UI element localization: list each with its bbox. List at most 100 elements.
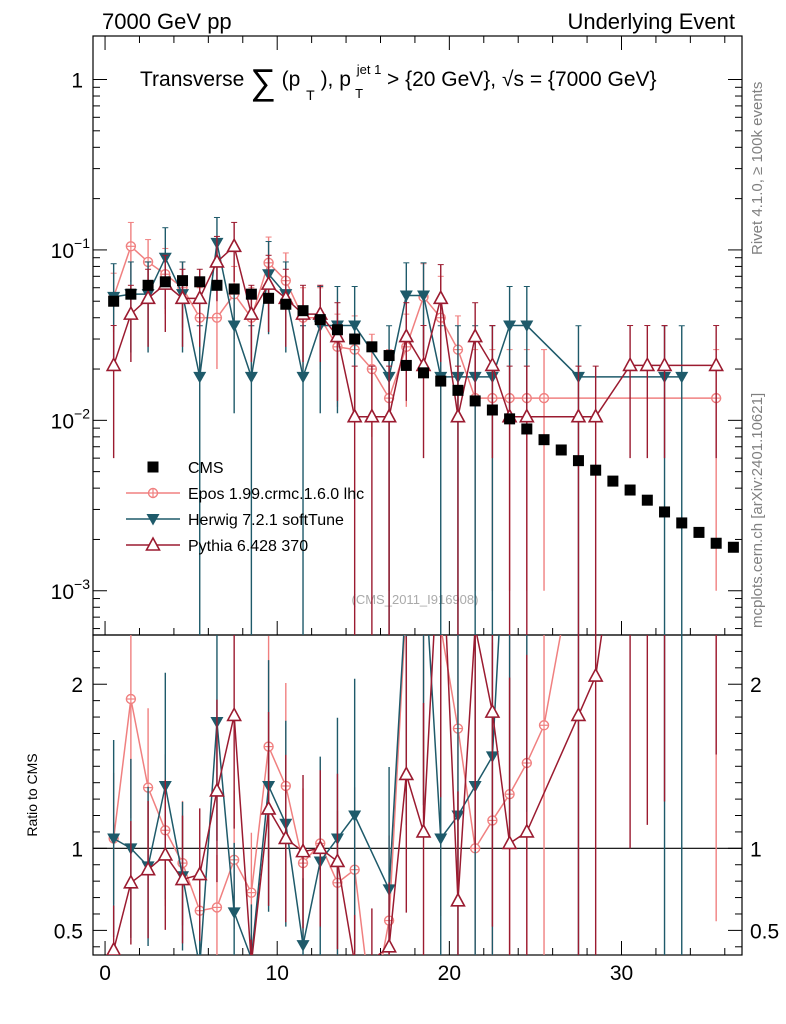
cms-point (400, 359, 412, 371)
pythia-point (467, 327, 484, 343)
herwig-point (296, 371, 310, 384)
pythia-line (112, 244, 717, 418)
pythia-point (708, 356, 725, 372)
pythia-point (364, 408, 380, 423)
herwig-point (193, 371, 207, 384)
legend-label-cms: CMS (188, 460, 224, 477)
cms-point (280, 298, 292, 310)
ratio-y-tick-label: 1 (71, 838, 83, 861)
cms-point (452, 384, 464, 396)
legend-marker-herwig (146, 514, 160, 526)
plot-title: Transverse ∑ (p T ), p jet 1 T > {20 GeV… (140, 56, 657, 105)
pythia-point (329, 327, 346, 343)
epos-ratio-line (112, 635, 562, 955)
cms-point (435, 375, 447, 387)
cms-point (349, 333, 361, 345)
x-tick-label: 0 (99, 962, 111, 985)
main-series-group (105, 216, 739, 635)
herwig-point (417, 290, 431, 303)
pythia-ratio-point (518, 823, 535, 838)
ratio-y-tick-label-right: 0.5 (750, 920, 779, 943)
pythia-ratio-point (381, 938, 397, 953)
pythia-ratio-series (106, 635, 717, 955)
pythia-point (622, 356, 638, 372)
main-y-tick-label: 10−2 (51, 405, 91, 433)
cms-point (211, 279, 223, 291)
pythia-ratio-line (112, 635, 603, 955)
cms-point (486, 404, 498, 416)
herwig-ratio-point (107, 833, 121, 845)
mcplots-label: mcplots.cern.ch [arXiv:2401.10621] (749, 393, 766, 628)
pythia-point (656, 356, 673, 372)
pythia-ratio-point (450, 892, 466, 907)
ratio-axis-label: Ratio to CMS (24, 753, 40, 836)
herwig-ratio-line (113, 635, 500, 955)
ratio-y-axis: 0.5 0.5 1 1 2 2 (54, 650, 779, 948)
cms-point (521, 423, 533, 435)
cms-point (366, 341, 378, 353)
cms-point (297, 305, 309, 317)
herwig-point (348, 320, 362, 333)
pythia-ratio-point (260, 800, 277, 815)
cms-point (194, 276, 206, 288)
legend-label-herwig: Herwig 7.2.1 softTune (188, 512, 344, 529)
herwig-ratio-point (348, 810, 362, 823)
cms-point (504, 413, 516, 425)
legend-marker-cms (147, 461, 159, 473)
cms-point (607, 475, 619, 487)
cms-point (177, 275, 189, 287)
header-energy: 7000 GeV pp (102, 9, 232, 34)
pythia-ratio-point (209, 782, 225, 797)
cms-point (245, 288, 257, 300)
cms-series (108, 275, 739, 553)
cms-point (710, 537, 722, 549)
pythia-point (570, 408, 587, 423)
main-y-axis: 1 10−1 10−2 10−3 (51, 70, 742, 630)
herwig-point (399, 290, 413, 303)
cms-point (418, 367, 430, 379)
cms-point (572, 455, 584, 467)
x-tick-label: 10 (266, 962, 289, 985)
cms-point (469, 395, 481, 407)
cms-point (125, 288, 137, 300)
pythia-point (346, 408, 363, 423)
ratio-plot-frame (92, 634, 743, 956)
pythia-ratio-point (484, 703, 501, 718)
cms-point (108, 295, 120, 307)
x-axis: 0 10 20 30 (99, 36, 726, 985)
legend-item-epos: Epos 1.99.crmc.1.6.0 lhc (126, 486, 364, 503)
pythia-point (639, 356, 656, 372)
pythia-point (587, 408, 604, 423)
ratio-y-tick-label: 0.5 (54, 920, 83, 943)
legend: CMS Epos 1.99.crmc.1.6.0 lhc Herwig 7.2.1 … (126, 460, 364, 555)
rivet-label: Rivet 4.1.0, ≥ 100k events (749, 82, 766, 255)
cms-point (641, 494, 653, 506)
pythia-point (450, 408, 466, 423)
main-y-tick-label: 10−1 (51, 235, 91, 263)
legend-item-herwig: Herwig 7.2.1 softTune (126, 512, 344, 529)
pythia-point (381, 408, 397, 423)
cms-point (624, 484, 636, 496)
ratio-y-tick-label: 2 (71, 674, 83, 697)
main-y-tick-label: 1 (71, 70, 83, 93)
cms-point (555, 444, 567, 456)
herwig-point (675, 371, 689, 384)
herwig-line (113, 242, 682, 380)
pythia-point (260, 275, 277, 290)
cms-point (331, 324, 343, 336)
pythia-point (174, 289, 191, 305)
pythia-point (105, 356, 122, 372)
x-tick-label: 30 (610, 962, 633, 985)
herwig-point (520, 320, 534, 333)
pythia-ratio-point (106, 941, 122, 955)
cms-point (538, 434, 550, 446)
cms-point (590, 464, 602, 476)
pythia-ratio-point (191, 865, 208, 881)
svg-text:Transverse ∑ (p: Transverse ∑ (p T ), p jet 1 T > {20 GeV… (140, 56, 657, 105)
herwig-ratio-point (227, 907, 241, 919)
cms-point (693, 526, 705, 538)
pythia-point (140, 289, 156, 305)
pythia-point (209, 253, 225, 268)
main-y-tick-label: 10−3 (51, 576, 91, 604)
